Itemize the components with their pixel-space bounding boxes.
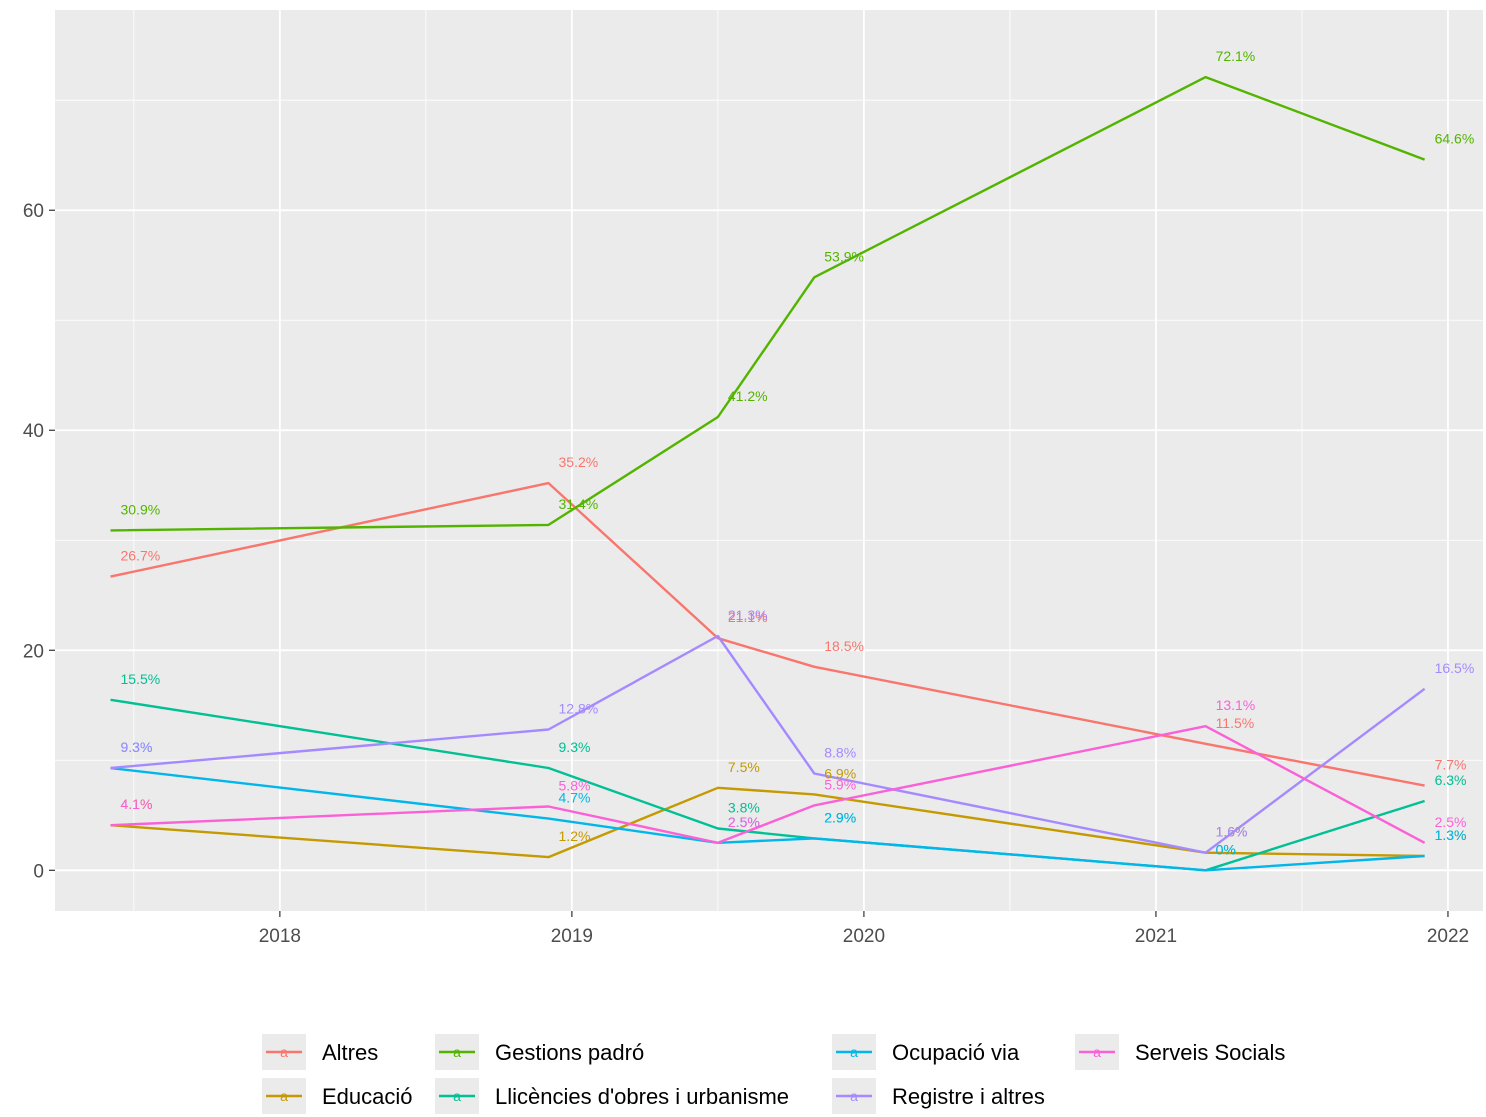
data-label: 7.7% <box>1435 757 1467 773</box>
data-label: 9.3% <box>120 739 152 755</box>
data-label: 2.9% <box>824 809 856 825</box>
legend-key-glyph: a <box>1093 1044 1101 1060</box>
data-label: 4.1% <box>120 796 152 812</box>
x-tick-label: 2021 <box>1135 926 1177 947</box>
series-lines <box>110 75 1426 872</box>
legend-key-glyph: a <box>453 1044 461 1060</box>
data-label: 12.8% <box>559 700 599 716</box>
legend-key-glyph: a <box>850 1088 858 1104</box>
data-label: 35.2% <box>559 454 599 470</box>
data-label: 2.5% <box>728 814 760 830</box>
data-label: 16.5% <box>1435 660 1475 676</box>
legend-key-glyph: a <box>850 1044 858 1060</box>
y-tick-label: 40 <box>23 421 44 442</box>
legend-key: a <box>832 1034 876 1070</box>
legend-label: Registre i altres <box>892 1084 1045 1109</box>
axis-ticks: 2018 2019 2020 2021 2022 0 20 40 60 <box>23 201 1469 947</box>
data-label: 5.9% <box>824 776 856 792</box>
data-label: 11.5% <box>1216 715 1255 731</box>
legend: a Altres a Educació a Gestions padró a Llicènci… <box>262 1034 1285 1114</box>
data-label: 6.9% <box>824 765 856 781</box>
data-label: 21.1% <box>728 609 768 625</box>
grid-lines <box>55 10 1483 911</box>
legend-label: Educació <box>322 1084 413 1109</box>
plot-panel <box>55 10 1483 911</box>
series-line-altres <box>110 481 1425 787</box>
x-tick-label: 2018 <box>259 926 301 947</box>
legend-key: a <box>435 1078 479 1114</box>
data-label: 0% <box>1216 841 1236 857</box>
data-label: 72.1% <box>1216 48 1256 64</box>
data-label: 26.7% <box>120 548 160 564</box>
legend-key-glyph: a <box>280 1044 288 1060</box>
x-tick-label: 2020 <box>843 926 885 947</box>
data-label: 3.8% <box>728 799 760 815</box>
series-line-llic-ncies-d-obres-i-urbanisme <box>110 698 1425 872</box>
data-label: 1.2% <box>559 828 591 844</box>
data-label: 9.3% <box>120 739 152 755</box>
data-label: 6.3% <box>1435 772 1467 788</box>
data-label: 1.3% <box>1435 827 1467 843</box>
series-line-educaci- <box>110 786 1425 859</box>
data-label: 0% <box>1216 841 1236 857</box>
data-label: 53.9% <box>824 248 864 264</box>
legend-key: a <box>262 1078 306 1114</box>
data-label: 2.5% <box>1435 814 1467 830</box>
data-label: 4.1% <box>120 796 152 812</box>
data-label: 1.3% <box>1435 827 1467 843</box>
data-label: 13.1% <box>1216 697 1256 713</box>
data-label: 5.8% <box>559 777 591 793</box>
x-tick-label: 2022 <box>1427 926 1469 947</box>
legend-key: a <box>435 1034 479 1070</box>
data-label: 31.4% <box>559 496 599 512</box>
y-tick-label: 0 <box>33 861 44 882</box>
legend-key-glyph: a <box>453 1088 461 1104</box>
data-label: 1.6% <box>1216 824 1248 840</box>
legend-label: Altres <box>322 1040 378 1065</box>
y-tick-label: 60 <box>23 201 44 222</box>
data-labels: 26.7% 35.2% 21.1% 18.5% 11.5% 7.7% 4.1% 1.2% 7.5… <box>120 48 1474 857</box>
data-label: 2.5% <box>728 814 760 830</box>
x-tick-label: 2019 <box>551 926 593 947</box>
legend-key: a <box>832 1078 876 1114</box>
legend-label: Gestions padró <box>495 1040 644 1065</box>
data-label: 15.5% <box>120 671 160 687</box>
series-line-registre-i-altres <box>110 634 1426 854</box>
legend-label: Llicències d'obres i urbanisme <box>495 1084 789 1109</box>
data-label: 64.6% <box>1435 131 1475 147</box>
data-label: 30.9% <box>120 501 160 517</box>
data-label: 2.9% <box>824 809 856 825</box>
data-label: 21.3% <box>728 607 768 623</box>
data-label: 4.7% <box>559 790 591 806</box>
series-line-gestions-padr- <box>110 75 1426 532</box>
data-label: 18.5% <box>824 638 864 654</box>
data-label: 1.6% <box>1216 824 1248 840</box>
data-label: 8.8% <box>824 744 856 760</box>
data-label: 9.3% <box>559 739 591 755</box>
legend-key-glyph: a <box>280 1088 288 1104</box>
legend-key: a <box>1075 1034 1119 1070</box>
legend-label: Serveis Socials <box>1135 1040 1285 1065</box>
series-line-serveis-socials <box>110 725 1426 844</box>
legend-label: Ocupació via <box>892 1040 1020 1065</box>
y-tick-label: 20 <box>23 641 44 662</box>
legend-key: a <box>262 1034 306 1070</box>
data-label: 7.5% <box>728 759 760 775</box>
data-label: 41.2% <box>728 388 768 404</box>
